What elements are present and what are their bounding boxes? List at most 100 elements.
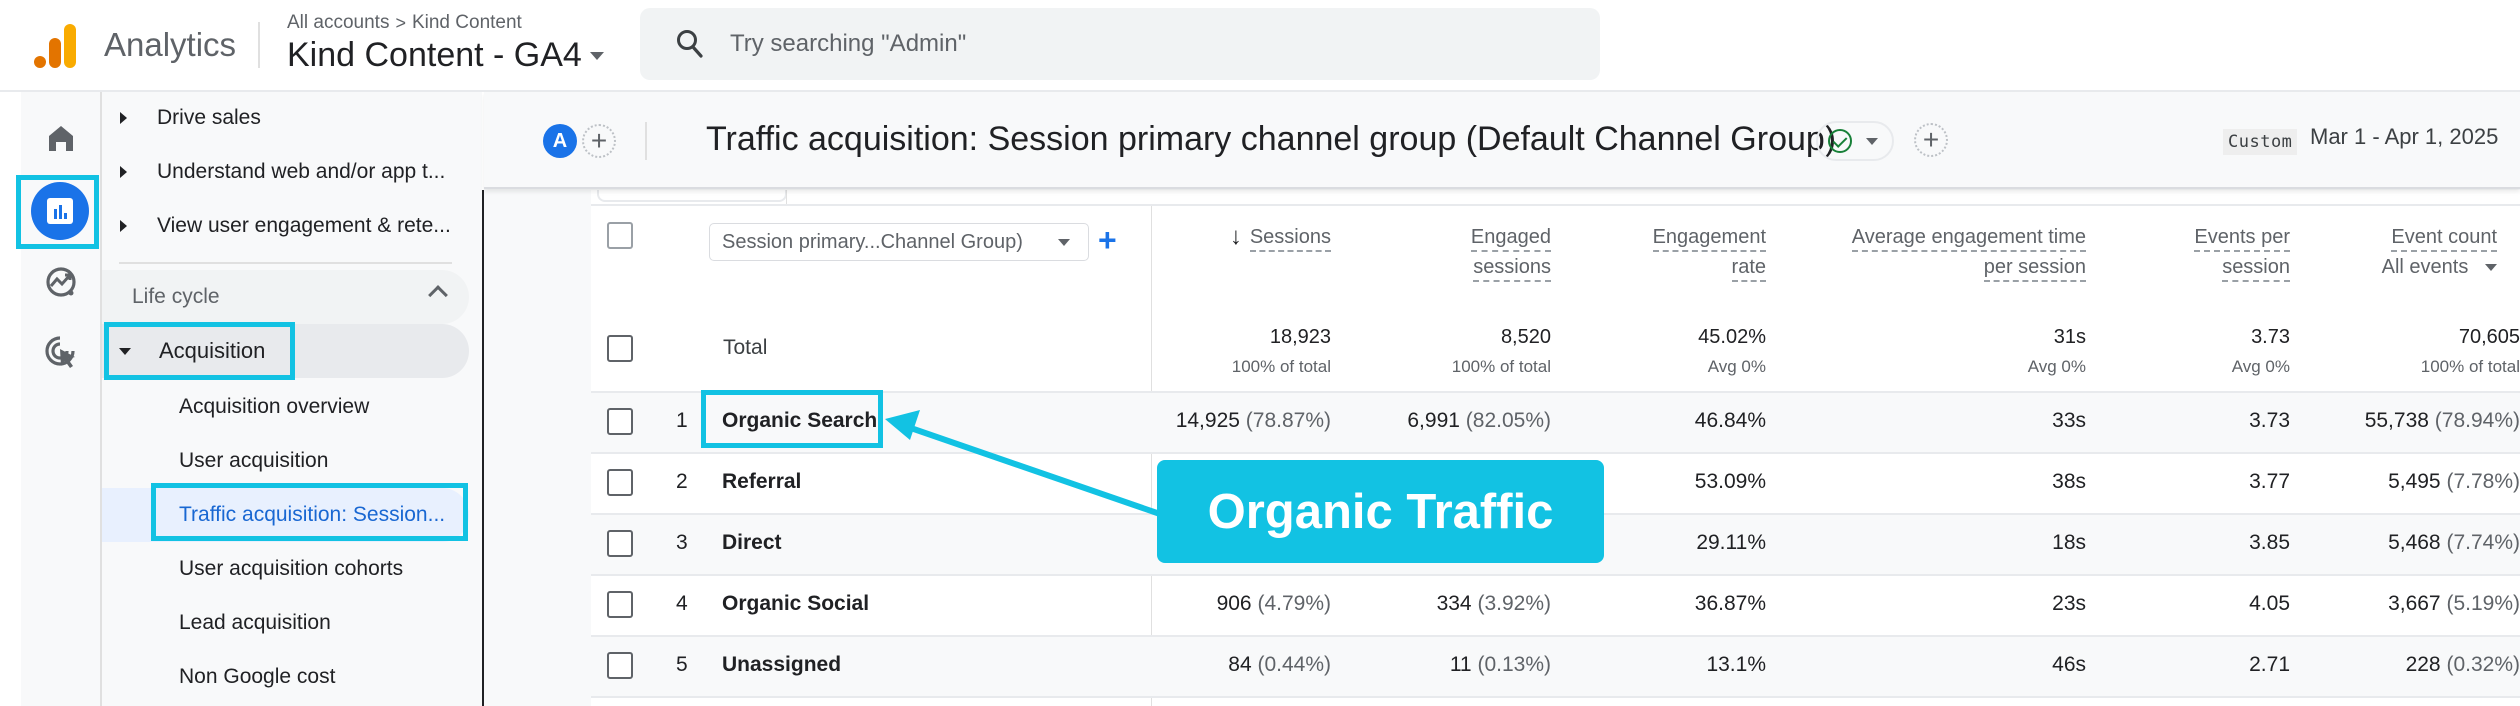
cell-events-per-session: 3.77 xyxy=(2249,470,2290,493)
row-channel[interactable]: Direct xyxy=(722,531,782,554)
cell-events-per-session: 2.71 xyxy=(2249,653,2290,676)
column-header-events-per-session[interactable]: Events per session xyxy=(2194,222,2290,282)
annotation-callout: Organic Traffic xyxy=(1157,460,1604,563)
property-selector[interactable]: Kind Content - GA4 xyxy=(287,36,604,75)
row-rank: 1 xyxy=(676,409,688,432)
reports-icon xyxy=(47,198,73,224)
sidebar-collection-user-engagement[interactable]: View user engagement & rete... xyxy=(102,206,451,246)
app-name: Analytics xyxy=(104,26,237,63)
total-row-checkbox[interactable] xyxy=(607,335,633,362)
row-channel[interactable]: Referral xyxy=(722,470,802,493)
cell-event-count: 5,468 (7.74%) xyxy=(2388,531,2520,554)
total-event-count: 70,605 100% of total xyxy=(2420,326,2520,376)
breadcrumb-account[interactable]: Kind Content xyxy=(411,12,522,33)
sidebar-item-traffic-acquisition[interactable]: Traffic acquisition: Session... xyxy=(102,488,469,542)
event-filter-dropdown[interactable]: All events xyxy=(2382,256,2497,278)
rail-home[interactable] xyxy=(41,118,81,158)
report-title: Traffic acquisition: Session primary cha… xyxy=(706,120,1837,158)
date-range-picker[interactable]: Mar 1 - Apr 1, 2025 xyxy=(2310,124,2499,149)
sidebar-collection-understand-traffic[interactable]: Understand web and/or app t... xyxy=(102,152,445,192)
chevron-right-icon: > xyxy=(395,12,406,33)
table-row[interactable]: 4 Organic Social 906 (4.79%) 334 (3.92%)… xyxy=(591,574,2520,635)
table-toolbar-stub xyxy=(597,190,787,202)
column-header-avg-engagement-time[interactable]: Average engagement time per session xyxy=(1851,222,2086,282)
sidebar-item-non-google-cost[interactable]: Non Google cost xyxy=(179,665,336,688)
table-row[interactable]: 2 Referral 53.09% 38s 3.77 5,495 (7.78%) xyxy=(591,452,2520,513)
column-header-label: Event count xyxy=(2391,224,2497,252)
row-rank: 4 xyxy=(676,592,688,615)
column-header-label: sessions xyxy=(1473,254,1551,282)
rail-advertising[interactable] xyxy=(41,332,81,372)
row-checkbox[interactable] xyxy=(607,591,633,618)
report-status-dropdown[interactable] xyxy=(1816,121,1894,161)
caret-down-icon xyxy=(1058,239,1070,246)
column-header-label: Average engagement time xyxy=(1851,224,2086,252)
cell-engagement-rate: 29.11% xyxy=(1696,531,1766,554)
sidebar-section-life-cycle[interactable]: Life cycle xyxy=(102,270,469,324)
cell-avg-engagement-time: 46s xyxy=(2052,653,2086,676)
row-checkbox[interactable] xyxy=(607,408,633,435)
row-channel[interactable]: Organic Search xyxy=(722,409,878,432)
annotation-highlight-acquisition xyxy=(104,322,295,380)
cell-engagement-rate: 46.84% xyxy=(1694,409,1766,432)
analytics-logo-icon[interactable] xyxy=(34,24,78,68)
row-channel[interactable]: Organic Social xyxy=(722,592,870,615)
sidebar-item-acquisition-overview[interactable]: Acquisition overview xyxy=(179,395,370,418)
title-divider xyxy=(645,122,647,160)
rail-reports[interactable] xyxy=(31,182,89,240)
cell-engagement-rate: 53.09% xyxy=(1694,470,1766,493)
cell-event-count: 5,495 (7.78%) xyxy=(2388,470,2520,493)
search-input[interactable] xyxy=(730,30,1530,58)
select-all-checkbox[interactable] xyxy=(607,222,633,249)
comparison-avatar[interactable]: A xyxy=(543,124,577,158)
home-icon xyxy=(49,126,73,151)
advertising-icon xyxy=(45,336,75,368)
row-checkbox[interactable] xyxy=(607,469,633,496)
sidebar-topic-acquisition[interactable]: Acquisition xyxy=(102,324,469,378)
rail-explore[interactable] xyxy=(41,262,81,302)
row-checkbox[interactable] xyxy=(607,530,633,557)
row-rank: 5 xyxy=(676,653,688,676)
add-dimension-button[interactable]: + xyxy=(1098,222,1117,258)
caret-down-icon xyxy=(119,347,131,355)
column-header-label: rate xyxy=(1731,254,1766,282)
caret-down-icon xyxy=(589,51,604,60)
nav-rail xyxy=(21,92,100,706)
sidebar-item-user-acquisition-cohorts[interactable]: User acquisition cohorts xyxy=(179,557,404,580)
caret-down-icon xyxy=(1866,137,1878,145)
add-button[interactable]: + xyxy=(1914,123,1948,157)
add-comparison-button[interactable]: + xyxy=(582,124,616,158)
cell-event-count: 228 (0.32%) xyxy=(2405,653,2520,676)
table-row-partial xyxy=(591,696,2520,706)
sidebar-scrollbar[interactable] xyxy=(482,190,484,706)
cell-engaged-sessions: 6,991 (82.05%) xyxy=(1407,409,1551,432)
column-header-sessions[interactable]: ↓ Sessions xyxy=(1230,222,1331,252)
column-header-label: per session xyxy=(1983,254,2086,282)
column-header-engaged-sessions[interactable]: Engaged sessions xyxy=(1470,222,1551,282)
breadcrumb[interactable]: All accounts > Kind Content xyxy=(287,12,522,34)
sidebar-collection-drive-sales[interactable]: Drive sales xyxy=(102,98,261,138)
annotation-highlight-reports xyxy=(16,175,99,249)
caret-right-icon xyxy=(120,166,127,178)
chevron-up-icon xyxy=(428,285,448,305)
search-icon xyxy=(677,30,703,58)
sidebar-divider xyxy=(119,262,452,264)
dimension-selector[interactable]: Session primary...Channel Group) xyxy=(709,223,1089,261)
cell-sessions: 84 (0.44%) xyxy=(1228,653,1331,676)
reports-sidebar: Drive sales Understand web and/or app t.… xyxy=(100,92,482,706)
sidebar-item-user-acquisition[interactable]: User acquisition xyxy=(179,449,329,472)
top-header: Analytics All accounts > Kind Content Ki… xyxy=(0,0,2520,92)
section-label: Life cycle xyxy=(132,285,220,308)
sidebar-item-lead-acquisition[interactable]: Lead acquisition xyxy=(179,611,331,634)
column-header-engagement-rate[interactable]: Engagement rate xyxy=(1652,222,1766,282)
table-row[interactable]: 5 Unassigned 84 (0.44%) 11 (0.13%) 13.1%… xyxy=(591,635,2520,696)
search-bar[interactable] xyxy=(640,8,1600,80)
explore-icon xyxy=(46,267,76,297)
cell-avg-engagement-time: 23s xyxy=(2052,592,2086,615)
annotation-highlight-organic-search xyxy=(701,390,883,448)
column-header-event-count[interactable]: Event count All events xyxy=(2382,222,2497,282)
breadcrumb-all-accounts[interactable]: All accounts xyxy=(287,12,390,33)
cell-avg-engagement-time: 33s xyxy=(2052,409,2086,432)
row-channel[interactable]: Unassigned xyxy=(722,653,842,676)
row-checkbox[interactable] xyxy=(607,652,633,679)
